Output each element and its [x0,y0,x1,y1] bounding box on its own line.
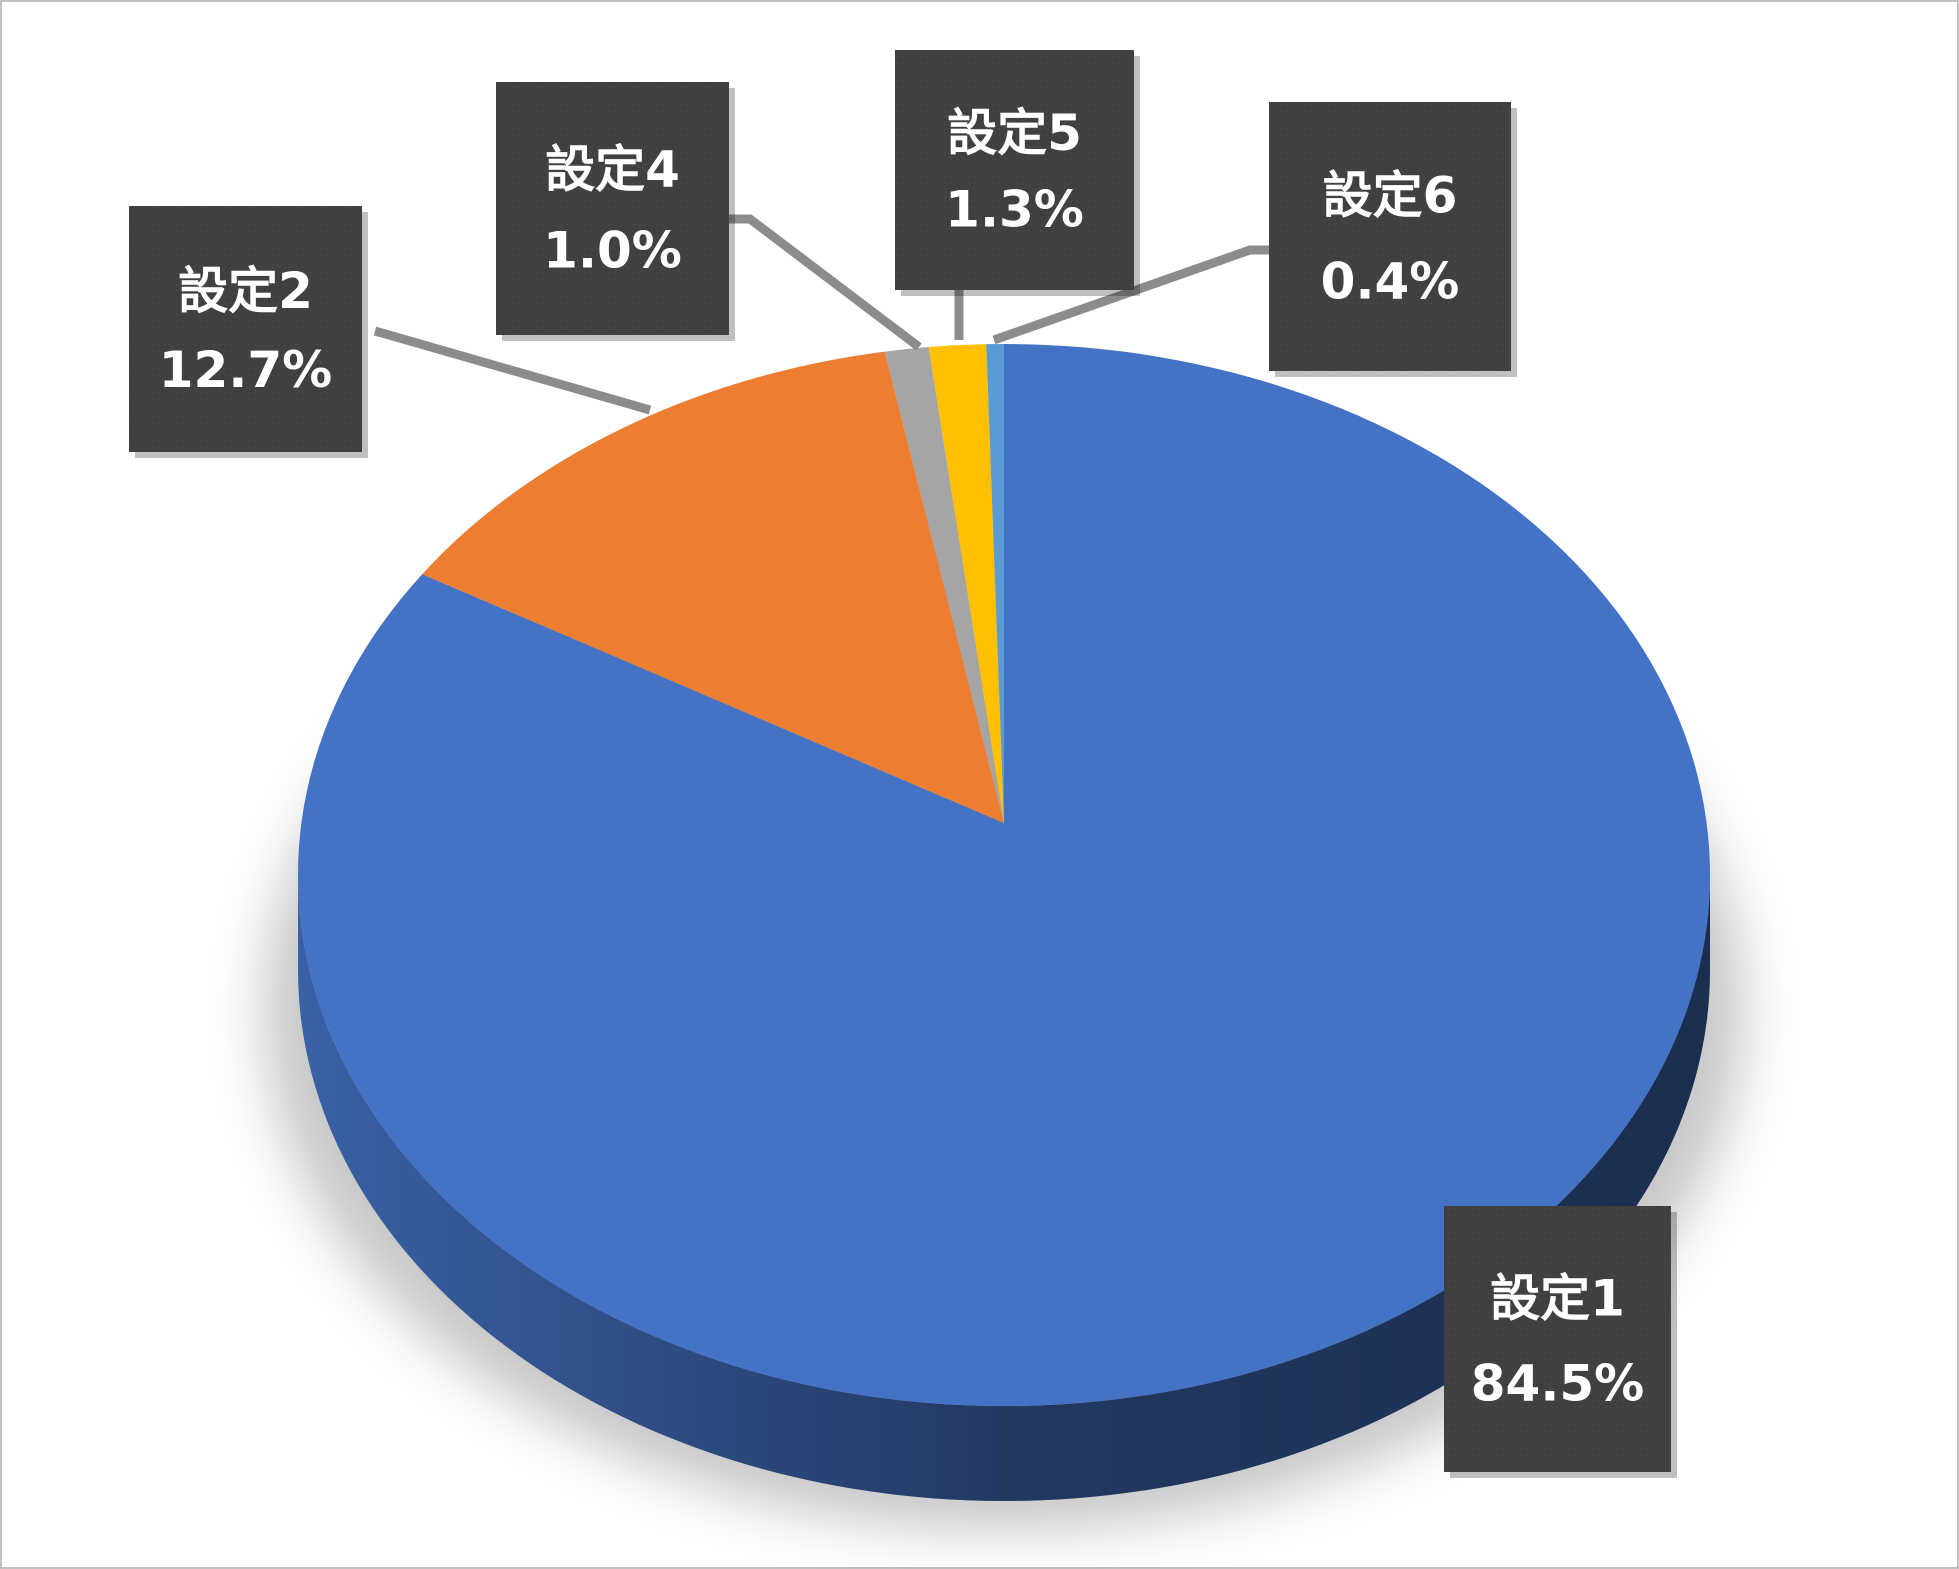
label-value: 12.7% [159,341,332,399]
label-value: 1.0% [543,222,682,280]
slice [928,344,1004,823]
label-category: 設定4 [545,141,680,199]
label-category: 設定6 [1323,166,1458,224]
label-box [1444,1206,1671,1472]
label-box [496,82,729,335]
label-value: 84.5% [1471,1354,1644,1412]
pie-side-group [298,875,1710,1501]
label-box [129,206,362,452]
slice [986,344,1004,823]
slice [422,351,1004,823]
label-box [895,50,1134,290]
slice [297,344,1710,1407]
leader-line [373,326,652,415]
slice-side-shade [298,875,1710,1501]
label-category: 設定2 [178,262,313,320]
label-category: 設定1 [1490,1269,1625,1327]
label-category: 設定5 [947,104,1082,162]
leader-line [992,245,1269,345]
label-box [1269,102,1511,371]
slice [884,347,1004,823]
pie-top-group [297,344,1710,1407]
leader-lines [373,214,1269,415]
leader-line [729,214,922,351]
labels: 設定1 84.5% 設定2 12.7% 設定4 1.0% 設定5 1.3% 設定6 0.4% [129,50,1677,1478]
label-value: 0.4% [1321,252,1460,310]
label-value: 1.3% [945,181,1084,239]
